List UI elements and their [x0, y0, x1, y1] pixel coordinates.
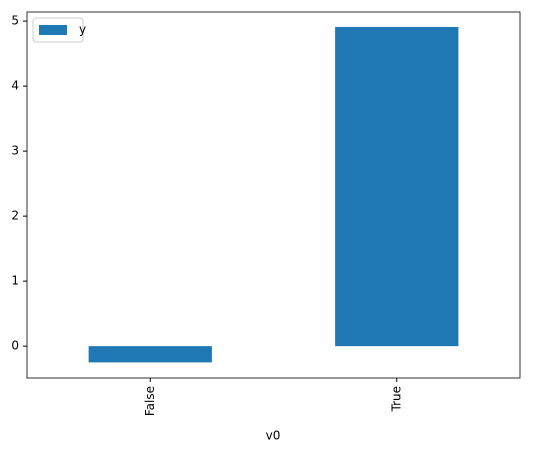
y-tick-label: 5: [11, 14, 19, 28]
bar: [88, 346, 212, 363]
x-tick-label: False: [143, 386, 157, 416]
y-tick-label: 1: [11, 274, 19, 288]
bar: [335, 26, 459, 347]
x-axis-label: v0: [266, 429, 281, 443]
y-tick-label: 2: [11, 209, 19, 223]
y-tick-label: 4: [11, 79, 19, 93]
legend-swatch: [39, 25, 67, 35]
legend-label: y: [79, 23, 86, 37]
plot-frame: [26, 11, 521, 379]
x-tick-label: True: [389, 386, 403, 413]
y-tick-label: 0: [11, 339, 19, 353]
y-tick-label: 3: [11, 144, 19, 158]
